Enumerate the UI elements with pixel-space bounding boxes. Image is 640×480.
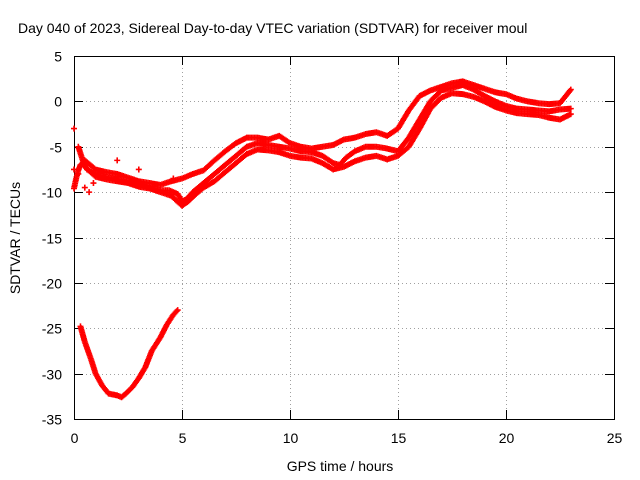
y-tick-label: -10 bbox=[42, 185, 62, 201]
x-tick-label: 5 bbox=[179, 430, 187, 446]
data-point bbox=[170, 175, 177, 182]
y-tick-label: 0 bbox=[54, 94, 62, 110]
y-tick-label: -20 bbox=[42, 276, 62, 292]
data-point bbox=[90, 180, 97, 187]
x-tick-label: 25 bbox=[607, 430, 623, 446]
chart-title: Day 040 of 2023, Sidereal Day-to-day VTE… bbox=[18, 20, 527, 36]
y-axis-label: SDTVAR / TECUs bbox=[7, 182, 23, 294]
y-tick-label: -25 bbox=[42, 321, 62, 337]
x-tick-label: 10 bbox=[283, 430, 299, 446]
series-upper bbox=[81, 78, 574, 188]
series-lower bbox=[75, 90, 574, 209]
data-point bbox=[75, 170, 82, 177]
data-point bbox=[567, 86, 574, 93]
x-tick-label: 0 bbox=[71, 430, 79, 446]
y-tick-label: -30 bbox=[42, 367, 62, 383]
data-point bbox=[174, 307, 181, 314]
x-axis: 0 5 10 15 20 25 bbox=[71, 56, 623, 446]
grid bbox=[74, 56, 614, 419]
data-point bbox=[81, 184, 88, 191]
x-axis-label: GPS time / hours bbox=[287, 458, 394, 474]
data-point bbox=[135, 166, 142, 173]
data-point bbox=[86, 189, 93, 196]
y-tick-label: -5 bbox=[50, 140, 63, 156]
data-point bbox=[567, 105, 574, 112]
y-tick-label: 5 bbox=[54, 49, 62, 65]
data-point bbox=[567, 111, 574, 118]
y-tick-label: -35 bbox=[42, 412, 62, 428]
x-tick-label: 20 bbox=[499, 430, 515, 446]
series-outliers bbox=[71, 125, 177, 196]
data-point bbox=[71, 125, 77, 132]
data-point bbox=[71, 166, 77, 173]
x-tick-label: 15 bbox=[391, 430, 407, 446]
series-dip bbox=[77, 307, 181, 401]
data-points bbox=[71, 78, 574, 401]
data-point bbox=[173, 308, 180, 315]
data-point bbox=[114, 157, 121, 164]
y-tick-label: -15 bbox=[42, 231, 62, 247]
